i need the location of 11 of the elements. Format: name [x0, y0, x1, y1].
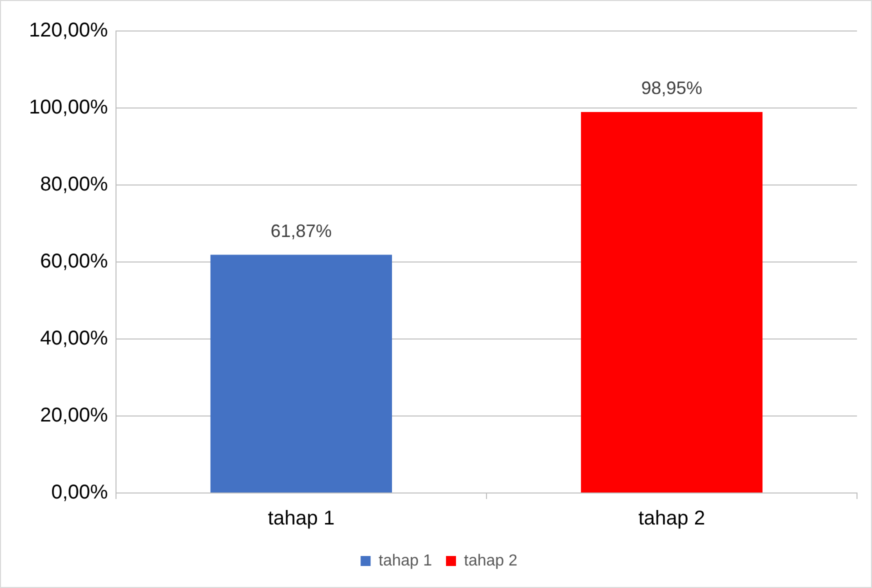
- legend-label: tahap 2: [464, 552, 518, 570]
- y-tick-label: 80,00%: [40, 174, 108, 196]
- y-tick-label: 60,00%: [40, 250, 108, 273]
- y-tick-label: 100,00%: [28, 96, 108, 119]
- y-tick-label: 20,00%: [40, 404, 108, 427]
- data-label: 98,95%: [641, 78, 702, 98]
- data-label: 61,87%: [270, 220, 332, 241]
- y-tick-label: 0,00%: [51, 482, 108, 504]
- y-tick-label: 40,00%: [40, 328, 108, 350]
- legend-label: tahap 1: [378, 552, 432, 570]
- y-tick-label: 120,00%: [28, 20, 108, 42]
